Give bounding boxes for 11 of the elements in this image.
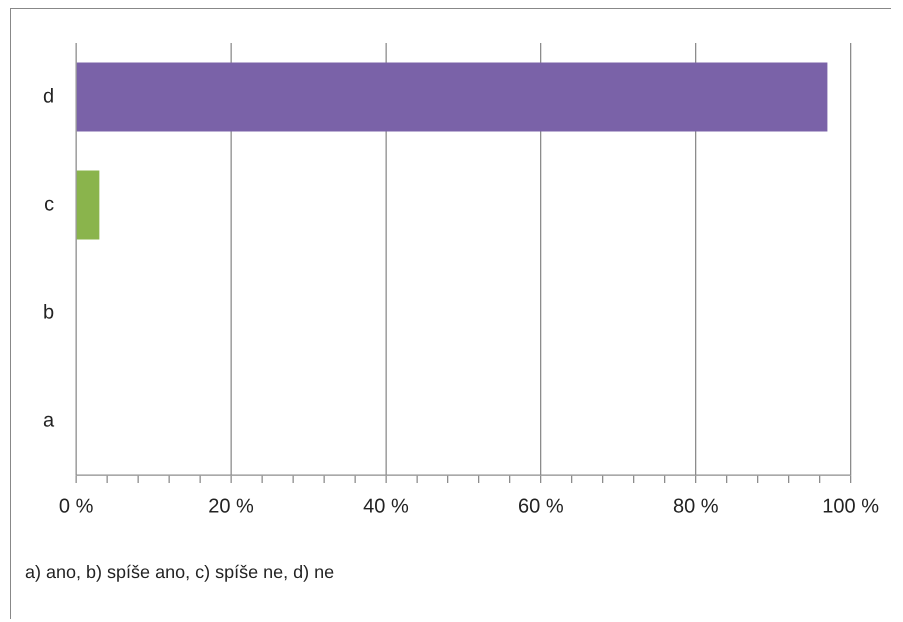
y-tick-label: a	[43, 410, 55, 432]
x-tick-label: 40 %	[363, 496, 409, 518]
y-tick-label: b	[43, 302, 54, 324]
x-tick-label: 60 %	[518, 496, 564, 518]
x-tick-label: 100 %	[822, 496, 880, 518]
y-tick-label: c	[44, 194, 54, 216]
x-tick-label: 80 %	[672, 496, 719, 518]
y-tick-label: d	[43, 86, 54, 108]
x-tick-label: 20 %	[208, 496, 254, 518]
x-tick-label: 0 %	[58, 496, 94, 518]
text: a) ano, b) spíše ano, c) spíše ne, d) ne	[25, 562, 334, 583]
